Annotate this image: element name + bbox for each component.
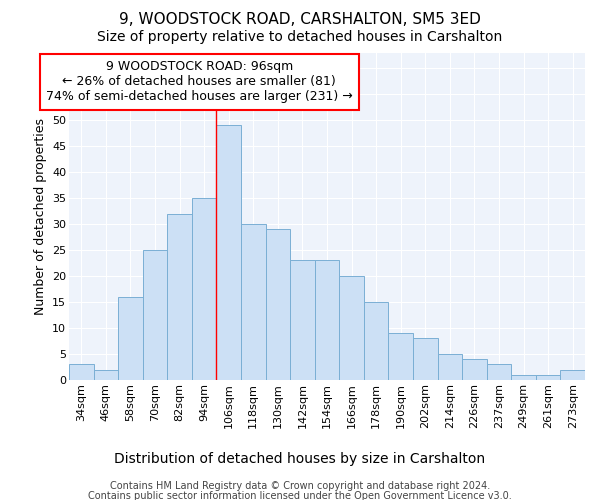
Bar: [339, 276, 364, 380]
Bar: [217, 126, 241, 380]
Bar: [388, 333, 413, 380]
Bar: [167, 214, 192, 380]
Bar: [143, 250, 167, 380]
Bar: [413, 338, 437, 380]
Bar: [241, 224, 266, 380]
Text: 9 WOODSTOCK ROAD: 96sqm
← 26% of detached houses are smaller (81)
74% of semi-de: 9 WOODSTOCK ROAD: 96sqm ← 26% of detache…: [46, 60, 353, 104]
Text: Contains public sector information licensed under the Open Government Licence v3: Contains public sector information licen…: [88, 491, 512, 500]
Bar: [536, 375, 560, 380]
Bar: [94, 370, 118, 380]
Bar: [462, 359, 487, 380]
Bar: [192, 198, 217, 380]
Text: Contains HM Land Registry data © Crown copyright and database right 2024.: Contains HM Land Registry data © Crown c…: [110, 481, 490, 491]
Bar: [118, 297, 143, 380]
Y-axis label: Number of detached properties: Number of detached properties: [34, 118, 47, 315]
Bar: [315, 260, 339, 380]
Text: 9, WOODSTOCK ROAD, CARSHALTON, SM5 3ED: 9, WOODSTOCK ROAD, CARSHALTON, SM5 3ED: [119, 12, 481, 28]
Bar: [364, 302, 388, 380]
Bar: [290, 260, 315, 380]
Bar: [69, 364, 94, 380]
Bar: [487, 364, 511, 380]
Bar: [560, 370, 585, 380]
Text: Distribution of detached houses by size in Carshalton: Distribution of detached houses by size …: [115, 452, 485, 466]
Bar: [437, 354, 462, 380]
Text: Size of property relative to detached houses in Carshalton: Size of property relative to detached ho…: [97, 30, 503, 44]
Bar: [266, 229, 290, 380]
Bar: [511, 375, 536, 380]
